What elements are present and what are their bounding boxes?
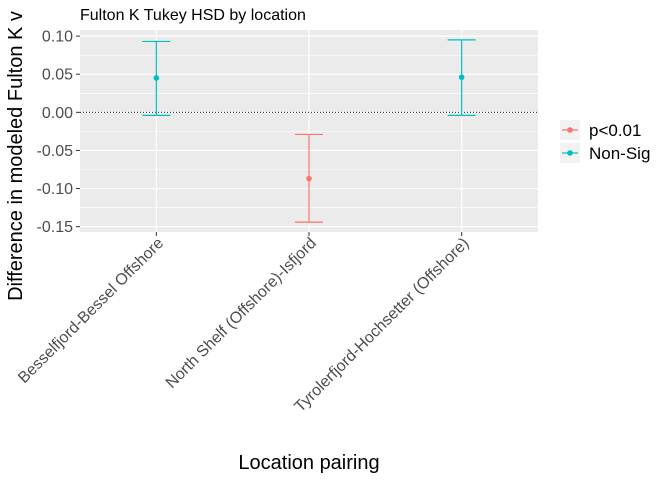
legend-item-1: p<0.01 [560, 120, 641, 140]
legend-item-2: Non-Sig [560, 143, 650, 163]
legend-label: Non-Sig [589, 144, 650, 163]
estimate-point [306, 175, 312, 182]
x-tick-label: Besselfjord-Bessel Offshore [15, 235, 167, 387]
legend: p<0.01 Non-Sig [560, 120, 650, 163]
legend-key-point [567, 127, 573, 133]
chart-title: Fulton K Tukey HSD by location [80, 7, 306, 24]
estimate-point [458, 74, 465, 81]
x-axis-title: Location pairing [238, 452, 379, 474]
y-axis-title: Difference in modeled Fulton K v [5, 11, 27, 301]
y-tick-label: 0.05 [42, 67, 73, 84]
x-tick-label: Tyrolerfjord-Hochsetter (Offshore) [292, 235, 473, 416]
legend-label: p<0.01 [589, 121, 641, 140]
errorbar-2 [295, 133, 323, 223]
x-tick-label: North Shelf (Offshore)-Isfjord [163, 235, 320, 392]
y-tick-label: -0.05 [37, 143, 74, 160]
y-tick-label: -0.10 [37, 181, 74, 198]
estimate-point [153, 75, 160, 81]
legend-key-point [567, 150, 573, 156]
y-tick-label: 0.10 [42, 29, 73, 46]
y-axis: 0.10 0.05 0.00 -0.05 -0.10 -0.15 [37, 29, 80, 236]
y-tick-label: 0.00 [42, 105, 73, 122]
errorbar-3 [447, 39, 476, 116]
y-tick-label: -0.15 [37, 219, 74, 236]
errorbar-1 [142, 40, 171, 116]
error-bars [142, 39, 476, 223]
